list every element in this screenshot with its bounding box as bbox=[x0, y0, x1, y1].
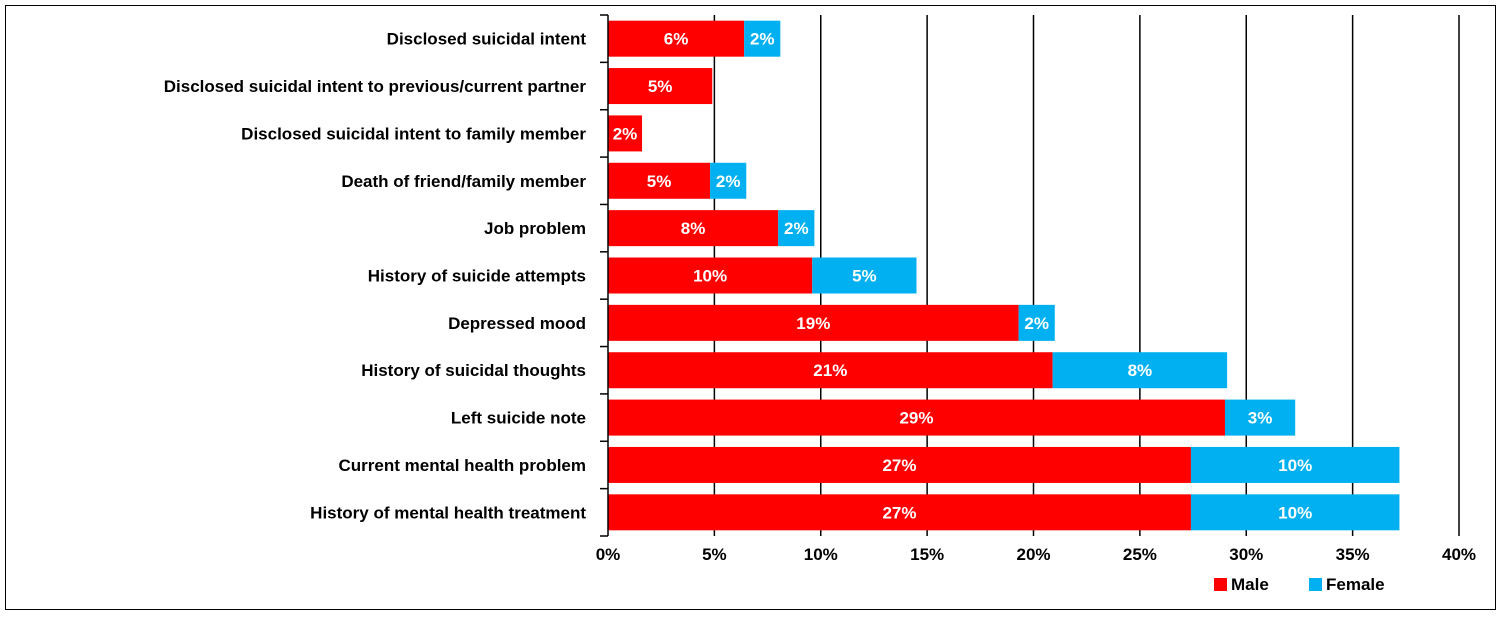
bar-male bbox=[608, 257, 813, 294]
data-label: 6% bbox=[664, 30, 689, 49]
data-label: 10% bbox=[1278, 503, 1312, 522]
category-label: Current mental health problem bbox=[339, 456, 586, 475]
data-label: 27% bbox=[882, 456, 916, 475]
bar-female bbox=[1018, 304, 1055, 341]
bar-male bbox=[608, 162, 711, 199]
data-label: 2% bbox=[750, 30, 775, 49]
data-label: 21% bbox=[813, 361, 847, 380]
data-label: 27% bbox=[882, 503, 916, 522]
legend-label-female: Female bbox=[1326, 575, 1385, 594]
x-tick-label: 0% bbox=[596, 545, 621, 564]
stacked-bar-chart: 0% 5% 10% 15% 20% 25% 30% 35% 40% 6% 2% Disclosed … bbox=[164, 14, 1476, 594]
data-label: 2% bbox=[613, 124, 638, 143]
category-label: Left suicide note bbox=[451, 409, 586, 428]
bars bbox=[608, 20, 1400, 531]
data-label: 10% bbox=[1278, 456, 1312, 475]
bar-male bbox=[608, 399, 1225, 436]
bar-female bbox=[744, 20, 781, 57]
category-label: Depressed mood bbox=[448, 314, 586, 333]
category-label: Disclosed suicidal intent to family memb… bbox=[241, 124, 586, 143]
bar-male bbox=[608, 446, 1191, 483]
category-label: History of mental health treatment bbox=[310, 503, 586, 522]
category-label: Job problem bbox=[484, 219, 586, 238]
legend-label-male: Male bbox=[1231, 575, 1269, 594]
bar-male bbox=[608, 115, 643, 152]
bar-male bbox=[608, 494, 1191, 531]
category-label: Death of friend/family member bbox=[341, 172, 586, 191]
data-label: 8% bbox=[1128, 361, 1153, 380]
x-tick-label: 35% bbox=[1336, 545, 1370, 564]
bar-female bbox=[778, 210, 815, 247]
category-label: History of suicidal thoughts bbox=[361, 361, 586, 380]
data-label: 2% bbox=[784, 219, 809, 238]
chart-frame: 0% 5% 10% 15% 20% 25% 30% 35% 40% 6% 2% Disclosed … bbox=[5, 5, 1496, 610]
x-tick-label: 40% bbox=[1442, 545, 1476, 564]
data-label: 5% bbox=[647, 172, 672, 191]
data-label: 29% bbox=[899, 409, 933, 428]
bar-male bbox=[608, 210, 779, 247]
bar-female bbox=[812, 257, 917, 294]
x-tick-label: 20% bbox=[1016, 545, 1050, 564]
x-tick-label: 25% bbox=[1123, 545, 1157, 564]
data-label: 2% bbox=[1024, 314, 1049, 333]
data-label: 2% bbox=[716, 172, 741, 191]
gridlines bbox=[713, 15, 1460, 536]
legend: Male Female bbox=[1214, 575, 1385, 594]
data-label: 3% bbox=[1248, 409, 1273, 428]
bar-female bbox=[1190, 446, 1400, 483]
axes: 0% 5% 10% 15% 20% 25% 30% 35% 40% bbox=[596, 14, 1476, 564]
data-label: 10% bbox=[693, 267, 727, 286]
category-label: History of suicide attempts bbox=[368, 267, 586, 286]
bar-female bbox=[710, 162, 747, 199]
labels: 6% 2% Disclosed suicidal intent 5% Disclosed… bbox=[164, 30, 1312, 523]
bar-male bbox=[608, 20, 745, 57]
bar-female bbox=[1052, 352, 1228, 389]
bar-female bbox=[1224, 399, 1296, 436]
bar-male bbox=[608, 68, 713, 105]
bar-female bbox=[1190, 494, 1400, 531]
bar-male bbox=[608, 352, 1053, 389]
data-label: 19% bbox=[796, 314, 830, 333]
x-tick-label: 10% bbox=[804, 545, 838, 564]
x-tick-label: 15% bbox=[910, 545, 944, 564]
category-label: Disclosed suicidal intent bbox=[387, 30, 587, 49]
data-label: 8% bbox=[681, 219, 706, 238]
data-label: 5% bbox=[852, 267, 877, 286]
legend-swatch-male bbox=[1214, 578, 1227, 591]
category-label: Disclosed suicidal intent to previous/cu… bbox=[164, 77, 587, 96]
x-tick-label: 30% bbox=[1229, 545, 1263, 564]
data-label: 5% bbox=[648, 77, 673, 96]
bar-male bbox=[608, 304, 1019, 341]
legend-swatch-female bbox=[1309, 578, 1322, 591]
x-tick-label: 5% bbox=[702, 545, 727, 564]
